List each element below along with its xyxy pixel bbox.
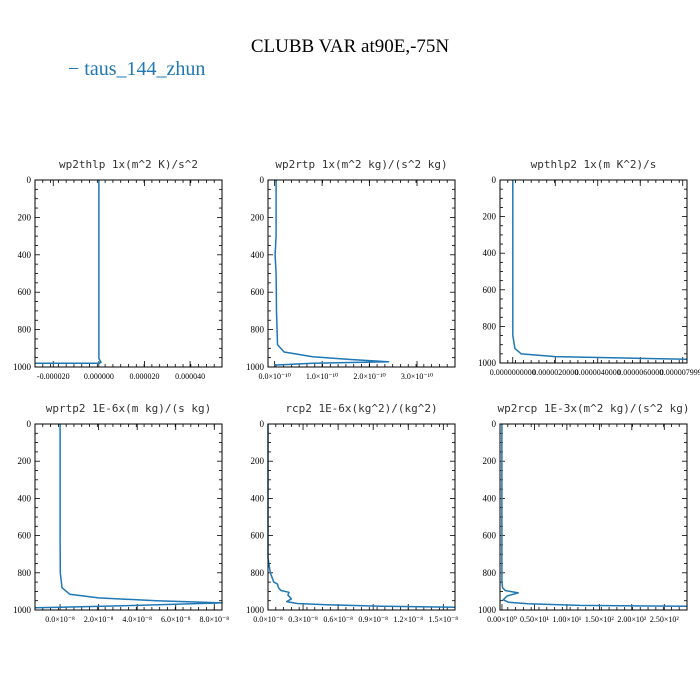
x-tick-label: 1.00×10¹ bbox=[552, 615, 582, 624]
x-tick-label: 4.0×10⁻⁸ bbox=[122, 615, 152, 624]
x-tick-label: 1.5×10⁻⁸ bbox=[429, 615, 459, 624]
x-tick-label: 0.000020 bbox=[129, 372, 159, 381]
x-tick-label: 0.50×10¹ bbox=[520, 615, 550, 624]
x-tick-label: 8.0×10⁻⁸ bbox=[200, 615, 230, 624]
x-tick-label: 3.0×10⁻¹⁰ bbox=[401, 372, 433, 381]
y-tick-label: 400 bbox=[251, 493, 265, 503]
chart-title: wp2rcp 1E-3x(m^2 kg)/(s^2 kg) bbox=[497, 402, 689, 415]
series-line-1 bbox=[267, 424, 456, 608]
y-tick-label: 600 bbox=[18, 531, 32, 541]
x-tick-label: 0.0000040000 bbox=[575, 368, 621, 377]
y-tick-label: 200 bbox=[483, 212, 497, 222]
y-tick-label: 800 bbox=[251, 325, 265, 335]
x-tick-label: 0.000040 bbox=[175, 372, 205, 381]
x-tick-label: 1.0×10⁻¹⁰ bbox=[306, 372, 338, 381]
y-tick-label: 0 bbox=[260, 175, 265, 185]
x-tick-label: 2.0×10⁻⁸ bbox=[84, 615, 114, 624]
chart-panel-6: wp2rcp 1E-3x(m^2 kg)/(s^2 kg)0 200 400 600 8… bbox=[478, 402, 690, 624]
y-tick-label: 0 bbox=[492, 175, 497, 185]
x-tick-label: 0.0×10⁻¹⁰ bbox=[258, 372, 290, 381]
y-tick-label: 600 bbox=[18, 287, 32, 297]
chart-panel-4: wprtp2 1E-6x(m kg)/(s kg) 0 200 400 600 800 10… bbox=[13, 402, 229, 624]
legend: − taus_144_zhun bbox=[68, 58, 205, 81]
x-tick-label: 0.0×10⁻⁸ bbox=[253, 615, 283, 624]
chart-title: wpthlp2 1x(m K^2)/s bbox=[531, 158, 657, 171]
y-tick-label: 200 bbox=[18, 456, 32, 466]
x-tick-label: 0.9×10⁻⁸ bbox=[358, 615, 388, 624]
chart-title: wprtp2 1E-6x(m kg)/(s kg) bbox=[46, 402, 212, 415]
series-line-1 bbox=[35, 180, 102, 365]
chart-panel-1: wp2thlp 1x(m^2 K)/s^2 0 200 400 600 800 1000 -0… bbox=[13, 158, 223, 381]
y-tick-label: 1000 bbox=[13, 605, 32, 615]
series-line-1 bbox=[34, 424, 223, 609]
series-line-1 bbox=[501, 424, 688, 608]
x-tick-label: 0.6×10⁻⁸ bbox=[323, 615, 353, 624]
x-tick-label: 2.00×10² bbox=[617, 615, 647, 624]
chart-panel-3: wpthlp2 1x(m K^2)/s020040060080010000.00… bbox=[478, 158, 700, 377]
chart-title: rcp2 1E-6x(kg^2)/(kg^2) bbox=[285, 402, 437, 415]
y-tick-label: 800 bbox=[251, 568, 265, 578]
x-tick-label: 0.0000079999 bbox=[660, 368, 700, 377]
y-tick-label: 400 bbox=[18, 493, 32, 503]
y-tick-label: 800 bbox=[483, 321, 497, 331]
y-tick-label: 1000 bbox=[246, 362, 265, 372]
series-line-1 bbox=[512, 180, 688, 361]
y-tick-label: 0 bbox=[492, 419, 497, 429]
chart-title: wp2rtp 1x(m^2 kg)/(s^2 kg) bbox=[275, 158, 447, 171]
series-line-1 bbox=[274, 180, 390, 366]
page-title: CLUBB VAR at90E,-75N bbox=[250, 36, 450, 57]
y-tick-label: 0 bbox=[27, 419, 32, 429]
chart-panel-5: rcp2 1E-6x(kg^2)/(kg^2) 0 200 400 600 800 1000… bbox=[246, 402, 458, 624]
y-tick-label: 200 bbox=[251, 212, 265, 222]
x-tick-label: 2.50×10² bbox=[650, 615, 680, 624]
x-tick-label: 0.000000 bbox=[84, 372, 114, 381]
x-tick-label: 6.0×10⁻⁸ bbox=[161, 615, 191, 624]
y-tick-label: 1000 bbox=[478, 358, 497, 368]
y-tick-label: 400 bbox=[483, 248, 497, 258]
y-tick-label: 600 bbox=[483, 285, 497, 295]
x-tick-label: 0.3×10⁻⁸ bbox=[288, 615, 318, 624]
y-tick-label: 800 bbox=[18, 325, 32, 335]
plot-frame bbox=[499, 423, 688, 611]
x-tick-label: 0.0000020000 bbox=[532, 368, 578, 377]
y-tick-label: 0 bbox=[260, 419, 265, 429]
x-tick-label: 1.2×10⁻⁸ bbox=[393, 615, 423, 624]
y-tick-label: 800 bbox=[18, 568, 32, 578]
y-tick-label: 400 bbox=[18, 250, 32, 260]
chart-panel-2: wp2rtp 1x(m^2 kg)/(s^2 kg) 0 200 400 600 800 1… bbox=[246, 158, 456, 381]
x-tick-label: 0.0000060000 bbox=[617, 368, 663, 377]
x-tick-label: 1.50×10² bbox=[585, 615, 615, 624]
plot-frame bbox=[34, 179, 223, 368]
y-tick-label: 1000 bbox=[13, 362, 32, 372]
plot-frame bbox=[499, 179, 688, 364]
legend-line-glyph: − bbox=[68, 58, 80, 80]
y-tick-label: 600 bbox=[251, 531, 265, 541]
y-tick-label: 1000 bbox=[478, 605, 497, 615]
y-tick-label: 600 bbox=[251, 287, 265, 297]
y-tick-label: 1000 bbox=[246, 605, 265, 615]
x-tick-label: 0.00×10⁰ bbox=[487, 615, 517, 624]
y-tick-label: 200 bbox=[18, 212, 32, 222]
plot-frame bbox=[34, 423, 223, 611]
y-tick-label: 200 bbox=[483, 456, 497, 466]
plot-frame bbox=[267, 179, 456, 368]
x-tick-label: 2.0×10⁻¹⁰ bbox=[353, 372, 385, 381]
chart-title: wp2thlp 1x(m^2 K)/s^2 bbox=[59, 158, 198, 171]
y-tick-label: 0 bbox=[27, 175, 32, 185]
legend-label: taus_144_zhun bbox=[84, 58, 206, 80]
y-tick-label: 200 bbox=[251, 456, 265, 466]
plot-frame bbox=[267, 423, 456, 611]
y-tick-label: 800 bbox=[483, 568, 497, 578]
y-tick-label: 400 bbox=[251, 250, 265, 260]
x-tick-label: 0.0×10⁻⁸ bbox=[45, 615, 75, 624]
x-tick-label: 0.0000000000 bbox=[490, 368, 536, 377]
y-tick-label: 600 bbox=[483, 531, 497, 541]
x-tick-label: -0.000020 bbox=[37, 372, 70, 381]
y-tick-label: 400 bbox=[483, 493, 497, 503]
